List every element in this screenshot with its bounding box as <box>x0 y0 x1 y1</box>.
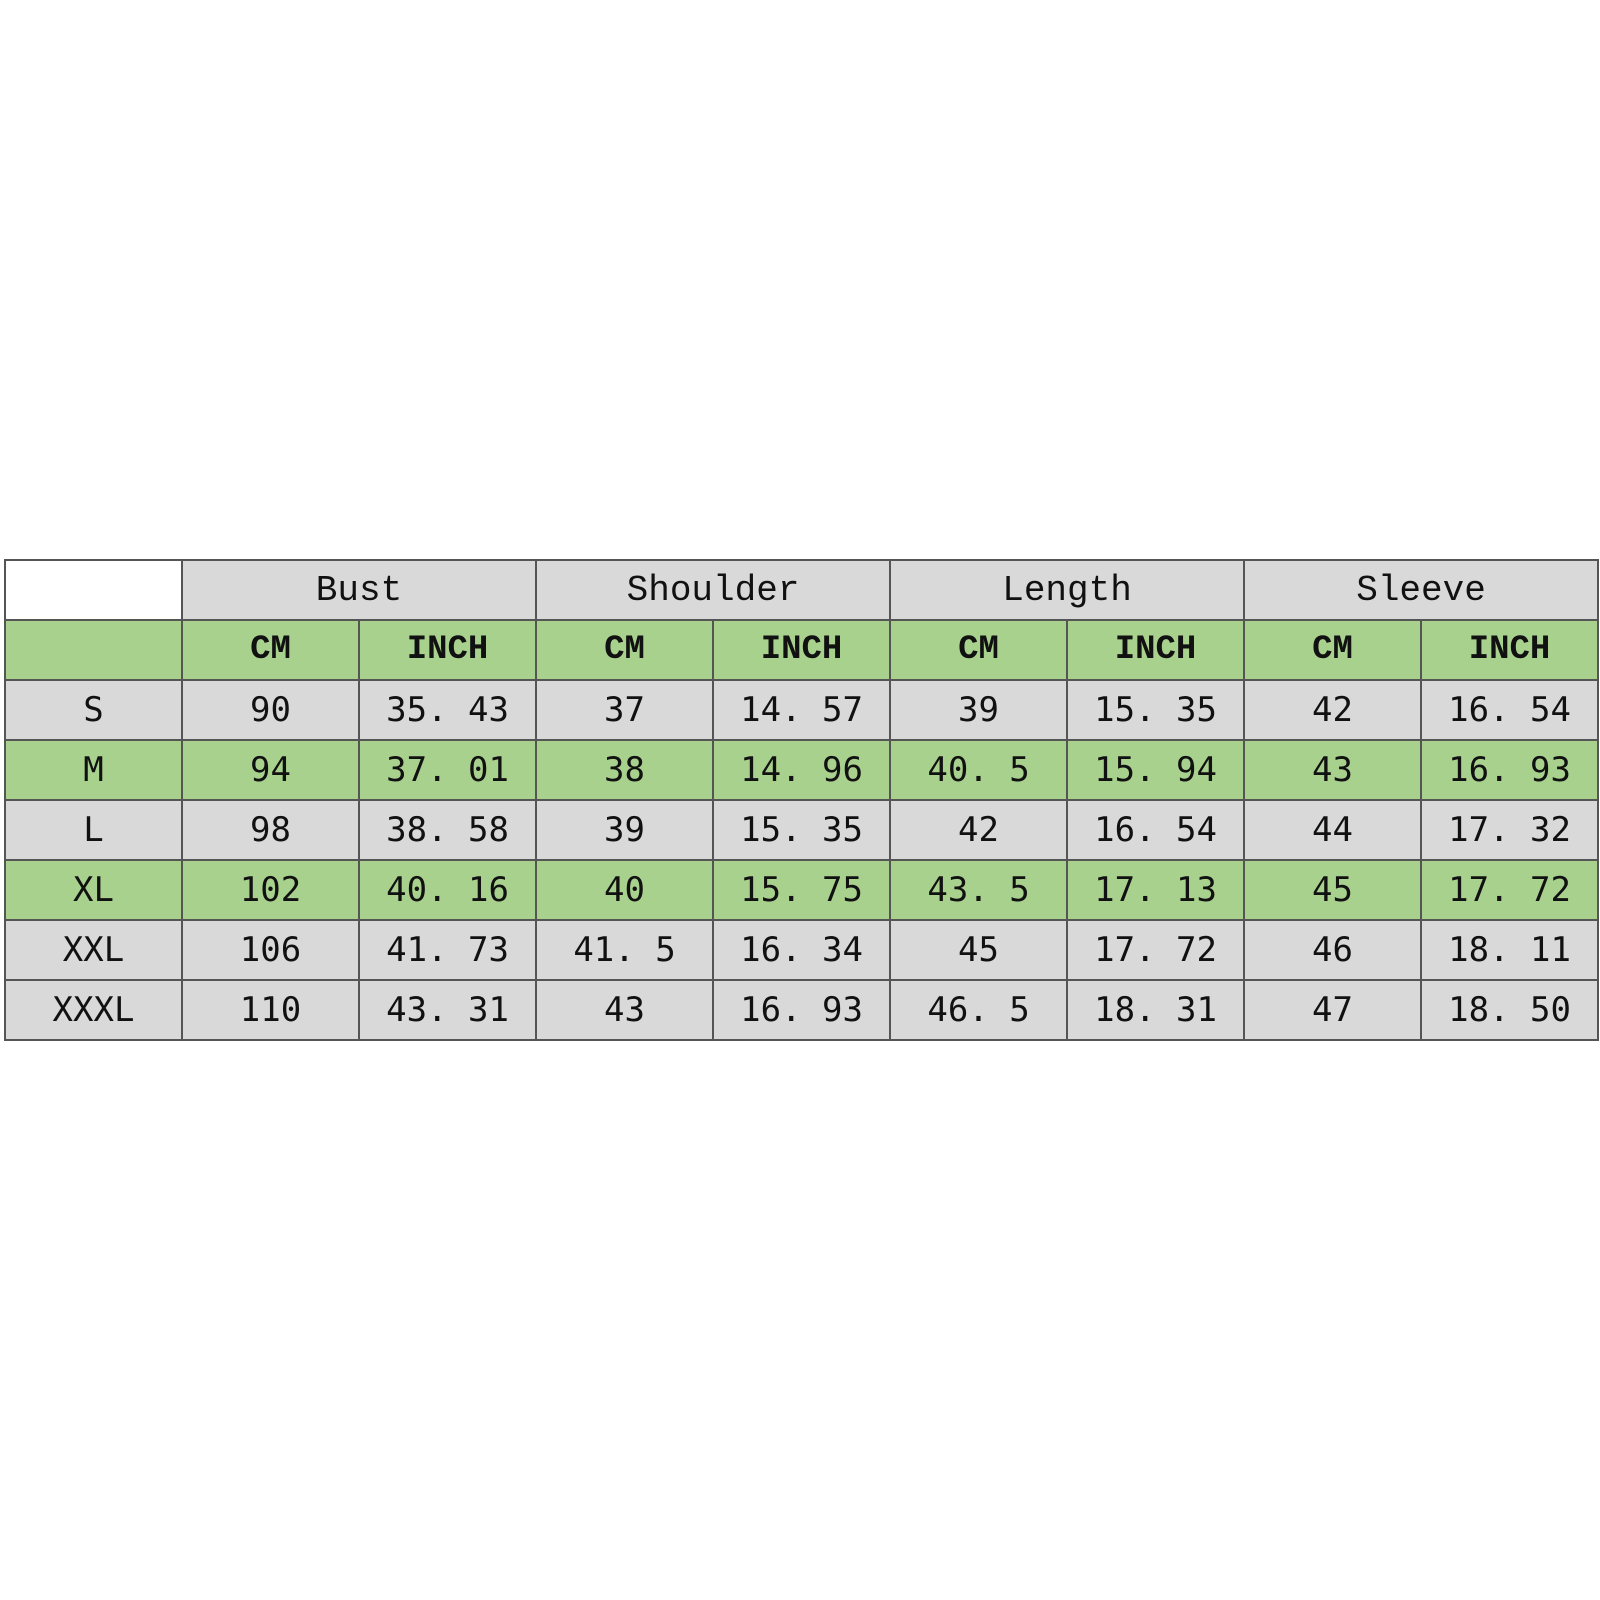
measure-cell: 43. 5 <box>889 859 1069 921</box>
measure-cell: 42 <box>889 799 1069 861</box>
measure-cell: 106 <box>181 919 360 981</box>
size-label: S <box>4 679 183 741</box>
unit-header: INCH <box>1066 619 1246 681</box>
measure-cell: 90 <box>181 679 360 741</box>
measure-cell: 17. 13 <box>1066 859 1246 921</box>
measure-cell: 39 <box>889 679 1069 741</box>
measure-cell: 17. 72 <box>1066 919 1246 981</box>
unit-corner-cell <box>4 619 183 681</box>
measure-cell: 42 <box>1243 679 1423 741</box>
size-label: XXXL <box>4 979 183 1041</box>
measure-cell: 18. 11 <box>1420 919 1600 981</box>
measure-cell: 44 <box>1243 799 1423 861</box>
measure-cell: 16. 93 <box>1420 739 1600 801</box>
size-table: Bust Shoulder Length Sleeve CM INCH CM INCH CM IN… <box>4 559 1600 1041</box>
measure-cell: 16. 34 <box>712 919 892 981</box>
size-chart: Bust Shoulder Length Sleeve CM INCH CM INCH CM IN… <box>4 559 1600 1041</box>
group-header-row: Bust Shoulder Length Sleeve <box>4 559 1600 621</box>
measure-cell: 14. 96 <box>712 739 892 801</box>
measure-cell: 46 <box>1243 919 1423 981</box>
measure-cell: 16. 54 <box>1420 679 1600 741</box>
measure-cell: 37. 01 <box>357 739 538 801</box>
unit-header: CM <box>535 619 715 681</box>
measure-cell: 47 <box>1243 979 1423 1041</box>
unit-header-row: CM INCH CM INCH CM INCH CM INCH <box>4 619 1600 681</box>
measure-cell: 41. 73 <box>357 919 538 981</box>
measure-cell: 45 <box>1243 859 1423 921</box>
measure-cell: 45 <box>889 919 1069 981</box>
corner-cell <box>4 559 183 621</box>
measure-cell: 41. 5 <box>535 919 715 981</box>
measure-cell: 40 <box>535 859 715 921</box>
measure-cell: 16. 93 <box>712 979 892 1041</box>
size-row: L 98 38. 58 39 15. 35 42 16. 54 44 17. 32 <box>4 799 1600 861</box>
group-header: Bust <box>180 559 538 621</box>
measure-cell: 94 <box>181 739 360 801</box>
measure-cell: 43 <box>535 979 715 1041</box>
measure-cell: 40. 5 <box>889 739 1069 801</box>
measure-cell: 102 <box>181 859 360 921</box>
measure-cell: 14. 57 <box>712 679 892 741</box>
table-body: Bust Shoulder Length Sleeve CM INCH CM INCH CM IN… <box>4 559 1600 1041</box>
measure-cell: 46. 5 <box>889 979 1069 1041</box>
measure-cell: 15. 35 <box>1066 679 1246 741</box>
measure-cell: 15. 75 <box>712 859 892 921</box>
unit-header: INCH <box>357 619 538 681</box>
measure-cell: 17. 32 <box>1420 799 1600 861</box>
size-row: XXL 106 41. 73 41. 5 16. 34 45 17. 72 46 18. 11 <box>4 919 1600 981</box>
measure-cell: 110 <box>181 979 360 1041</box>
size-row: M 94 37. 01 38 14. 96 40. 5 15. 94 43 16. 93 <box>4 739 1600 801</box>
unit-header: CM <box>889 619 1069 681</box>
measure-cell: 18. 31 <box>1066 979 1246 1041</box>
size-row: XXXL 110 43. 31 43 16. 93 46. 5 18. 31 47 18. 50 <box>4 979 1600 1041</box>
measure-cell: 43 <box>1243 739 1423 801</box>
group-header: Sleeve <box>1243 559 1600 621</box>
size-row: S 90 35. 43 37 14. 57 39 15. 35 42 16. 54 <box>4 679 1600 741</box>
size-label: L <box>4 799 183 861</box>
measure-cell: 39 <box>535 799 715 861</box>
group-header: Shoulder <box>535 559 892 621</box>
unit-header: CM <box>1243 619 1423 681</box>
measure-cell: 15. 94 <box>1066 739 1246 801</box>
size-row: XL 102 40. 16 40 15. 75 43. 5 17. 13 45 17. 72 <box>4 859 1600 921</box>
measure-cell: 38. 58 <box>357 799 538 861</box>
size-label: XXL <box>4 919 183 981</box>
measure-cell: 43. 31 <box>357 979 538 1041</box>
size-label: M <box>4 739 183 801</box>
size-label: XL <box>4 859 183 921</box>
measure-cell: 37 <box>535 679 715 741</box>
measure-cell: 17. 72 <box>1420 859 1600 921</box>
unit-header: INCH <box>712 619 892 681</box>
measure-cell: 16. 54 <box>1066 799 1246 861</box>
measure-cell: 40. 16 <box>357 859 538 921</box>
measure-cell: 38 <box>535 739 715 801</box>
measure-cell: 35. 43 <box>357 679 538 741</box>
unit-header: CM <box>181 619 360 681</box>
measure-cell: 18. 50 <box>1420 979 1600 1041</box>
measure-cell: 98 <box>181 799 360 861</box>
measure-cell: 15. 35 <box>712 799 892 861</box>
unit-header: INCH <box>1420 619 1600 681</box>
group-header: Length <box>889 559 1246 621</box>
